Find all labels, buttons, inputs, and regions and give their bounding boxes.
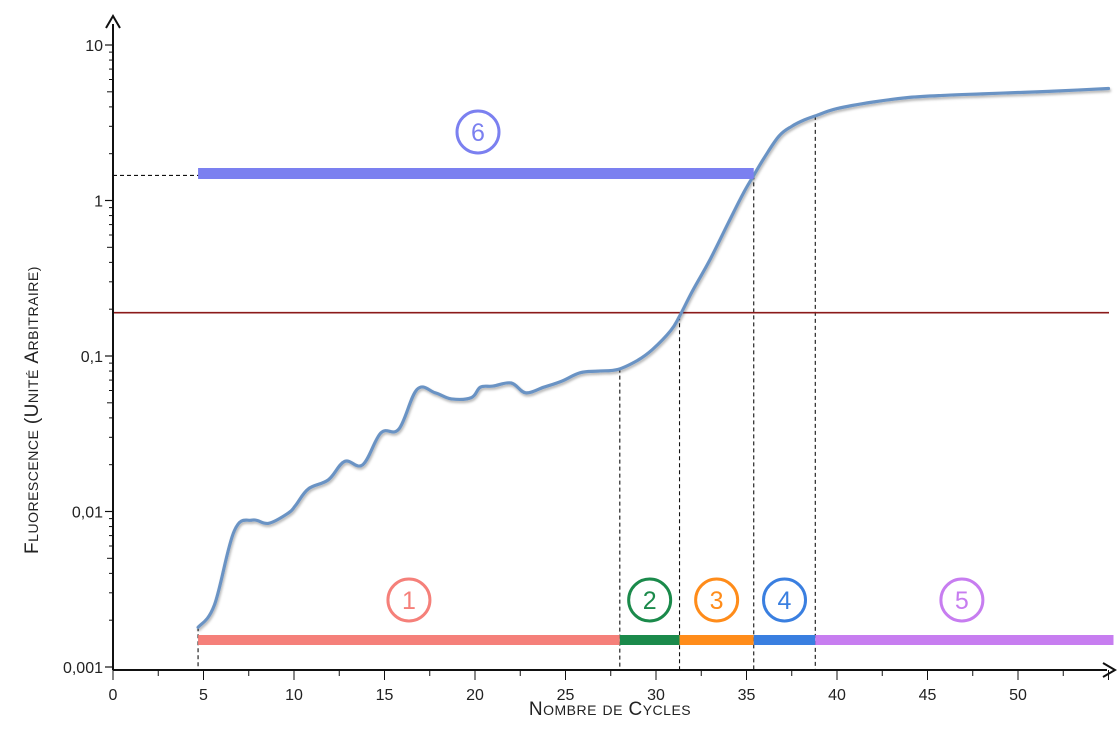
- phase-bar-1: [198, 635, 620, 645]
- phase-circle-1: [386, 577, 432, 623]
- x-tick-label: 20: [466, 687, 484, 704]
- y-tick-label: 1: [94, 194, 103, 211]
- axis-title-glyph: O: [543, 702, 554, 718]
- axis-title-glyph: C: [25, 440, 41, 451]
- phase-number-3: 3: [710, 587, 724, 615]
- axes: [105, 14, 1117, 680]
- axis-title-glyph: I: [25, 388, 41, 392]
- y-axis-arrow: [105, 14, 121, 29]
- axis-title-glyph: C: [25, 471, 41, 482]
- x-tick-label: 50: [1009, 687, 1027, 704]
- axis-title-glyph: R: [25, 501, 41, 512]
- y-axis-title: FLUORESCENCE (UNITÉ ARBITRAIRE): [22, 266, 43, 554]
- phase-number-6: 6: [471, 119, 485, 147]
- axis-title-glyph: E: [587, 702, 597, 718]
- axis-title-glyph: A: [25, 296, 41, 306]
- phase-circle-2: [627, 577, 673, 623]
- axis-title-glyph: R: [25, 340, 41, 351]
- axis-title-glyph: S: [681, 702, 691, 718]
- axis-title-glyph: E: [25, 430, 41, 440]
- phase-number-5: 5: [955, 587, 969, 615]
- axis-title-glyph: B: [25, 330, 41, 340]
- axis-title-glyph: I: [25, 292, 41, 296]
- axis-title-glyph: R: [25, 281, 41, 292]
- x-tick-label: 30: [647, 687, 665, 704]
- axis-title-glyph: O: [25, 512, 41, 523]
- x-tick-label: 25: [557, 687, 575, 704]
- y-tick-label: 0,01: [72, 505, 103, 522]
- axis-title-glyph: E: [613, 702, 623, 718]
- axis-title-glyph: E: [25, 491, 41, 501]
- x-axis-title: NOMBRE DE CYCLES: [529, 699, 691, 720]
- phase-number-4: 4: [778, 587, 792, 615]
- axis-title-glyph: U: [25, 523, 41, 534]
- axis-title-glyph: T: [25, 317, 41, 326]
- phase-circle-5: [939, 577, 985, 623]
- phase-number-1: 1: [402, 587, 416, 615]
- y-tick-label: 0,001: [63, 660, 103, 677]
- axis-title-glyph: (: [22, 417, 43, 424]
- y-tick-label: 10: [85, 38, 103, 55]
- axis-title-glyph: ): [25, 266, 41, 271]
- axis-title-glyph: E: [671, 702, 681, 718]
- phase-circle-4: [762, 577, 808, 623]
- phase-bar-3: [679, 635, 754, 645]
- axis-title-glyph: R: [25, 306, 41, 317]
- x-tick-label: 10: [285, 687, 303, 704]
- phase-bar-2: [619, 635, 680, 645]
- phase-number-2: 2: [643, 587, 657, 615]
- amplification-curve-layer: [196, 86, 1111, 629]
- axis-title-glyph: A: [22, 350, 43, 363]
- x-tick-label: 15: [376, 687, 394, 704]
- axis-titles: NOMBRE DE CYCLES FLUORESCENCE (UNITÉ ARB…: [22, 266, 691, 720]
- x-tick-label: 45: [919, 687, 937, 704]
- axis-title-glyph: I: [25, 326, 41, 330]
- axis-title-glyph: C: [653, 702, 664, 718]
- axis-title-glyph: E: [25, 271, 41, 281]
- axis-title-glyph: N: [25, 450, 41, 461]
- x-tick-label: 0: [109, 687, 118, 704]
- phase-segments: 1 2 3 4 5 6: [198, 109, 1114, 645]
- x-axis-arrow: [1102, 662, 1117, 678]
- x-tick-label: 40: [828, 687, 846, 704]
- phase-bar-5: [815, 635, 1114, 645]
- phase-circle-3: [694, 577, 740, 623]
- axis-title-glyph: M: [554, 702, 566, 718]
- axis-title-glyph: U: [22, 403, 43, 417]
- axis-title-glyph: D: [602, 702, 613, 718]
- axis-title-glyph: R: [576, 702, 587, 718]
- axis-title-glyph: L: [25, 534, 41, 542]
- axis-title-glyph: B: [567, 702, 577, 718]
- axis-title-glyph: C: [628, 699, 642, 720]
- axis-title-glyph: F: [22, 542, 43, 554]
- axis-title-glyph: E: [25, 461, 41, 471]
- y-tick-label: 0,1: [81, 349, 103, 366]
- axis-title-glyph: É: [25, 369, 41, 379]
- axis-title-glyph: N: [25, 392, 41, 403]
- axis-title-glyph: L: [663, 702, 671, 718]
- axis-title-glyph: T: [25, 379, 41, 388]
- phase-bar-4: [753, 635, 816, 645]
- x-tick-label: 5: [199, 687, 208, 704]
- phase-bar-6: [198, 168, 754, 179]
- axis-title-glyph: N: [529, 699, 543, 720]
- axis-title-glyph: Y: [643, 702, 653, 718]
- x-tick-label: 35: [738, 687, 756, 704]
- amplification-curve: [196, 86, 1111, 629]
- axis-title-glyph: S: [25, 481, 41, 491]
- phase-circle-6: [455, 109, 501, 155]
